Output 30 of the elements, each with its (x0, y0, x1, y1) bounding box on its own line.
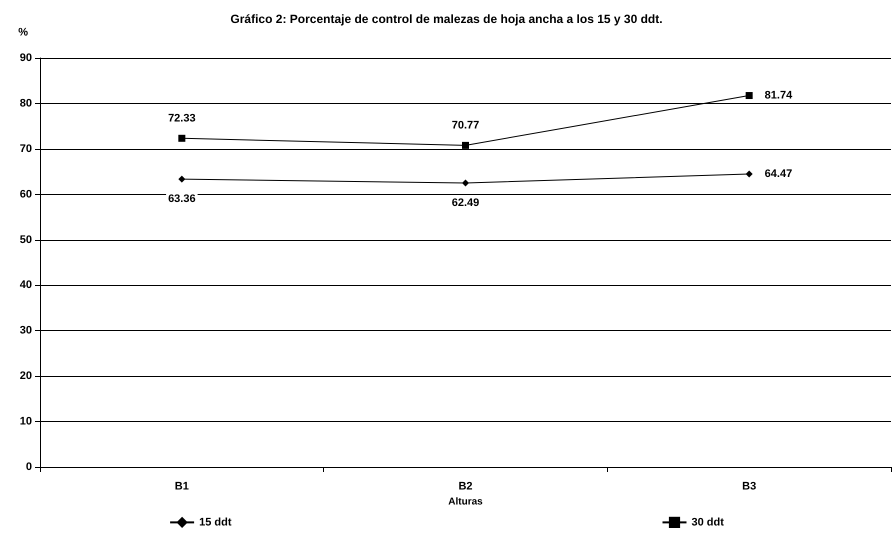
y-tick-label: 10 (20, 416, 32, 428)
point (178, 134, 186, 142)
data-label: 64.47 (764, 168, 792, 180)
y-tick-label: 70 (20, 142, 32, 155)
y-tick-label: 60 (20, 188, 32, 200)
y-tick-label: 90 (20, 52, 32, 64)
data-label: 62.49 (452, 197, 480, 210)
y-tick-label: 40 (20, 279, 32, 292)
y-tick-label: 20 (20, 370, 32, 382)
point (178, 176, 186, 183)
data-label: 72.33 (168, 112, 196, 124)
x-tick-label: B2 (458, 480, 473, 492)
data-label: 81.74 (764, 90, 794, 102)
point (462, 180, 469, 187)
y-axis-title: % (18, 26, 28, 38)
legend-label: 30 ddt (692, 516, 724, 528)
y-tick-label: 80 (20, 97, 32, 110)
x-tick-label: B3 (742, 480, 756, 492)
point (746, 92, 753, 100)
point (746, 170, 753, 178)
data-label: 63.36 (168, 193, 196, 206)
y-tick-label: 30 (20, 324, 32, 337)
point (462, 142, 469, 149)
legend-label: 15 ddt (199, 516, 232, 528)
y-tick-label: 0 (26, 461, 32, 473)
chart-title: Gráfico 2: Porcentaje de control de malezas de hoja ancha a los 15 y 30 ddt. (230, 12, 663, 26)
data-label: 70.77 (452, 119, 480, 132)
y-tick-label: 50 (20, 234, 32, 246)
x-axis-title: Alturas (448, 496, 484, 508)
x-tick-label: B1 (174, 480, 189, 492)
